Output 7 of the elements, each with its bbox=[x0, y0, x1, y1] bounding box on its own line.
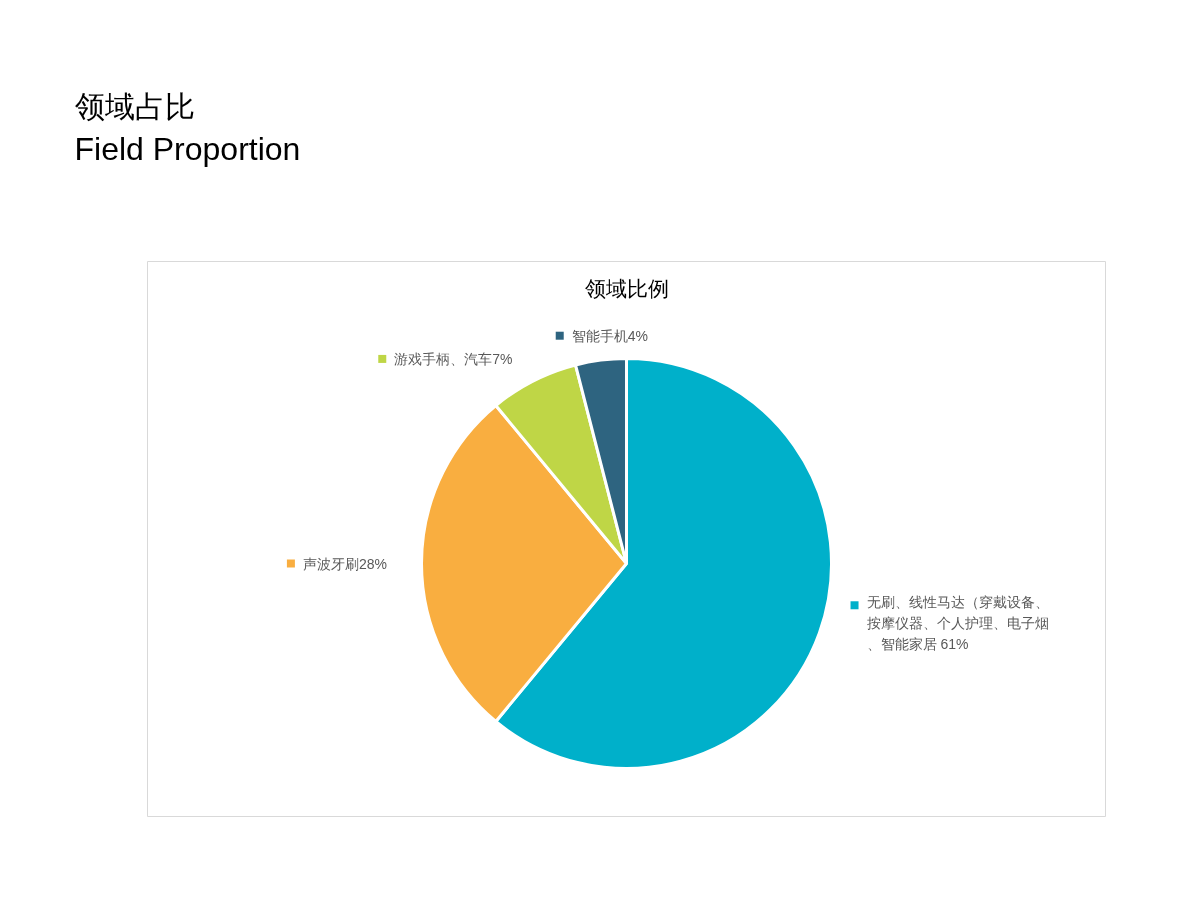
chart-title: 领域比例 bbox=[584, 277, 669, 300]
legend-label: 智能手机4% bbox=[571, 327, 648, 344]
text: 领域占比 bbox=[74, 90, 195, 123]
legend-label: 无刷、线性马达（穿戴设备、按摩仪器、个人护理、电子烟、智能家居 61% bbox=[866, 594, 1049, 653]
legend-label: 游戏手柄、汽车7% bbox=[394, 350, 513, 367]
legend-label: 声波牙刷28% bbox=[302, 555, 387, 572]
text: Field Proportion bbox=[74, 130, 301, 167]
